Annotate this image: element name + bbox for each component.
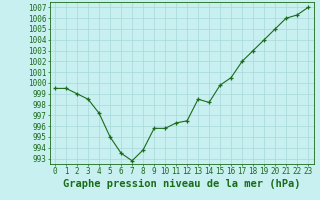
X-axis label: Graphe pression niveau de la mer (hPa): Graphe pression niveau de la mer (hPa) xyxy=(63,179,300,189)
